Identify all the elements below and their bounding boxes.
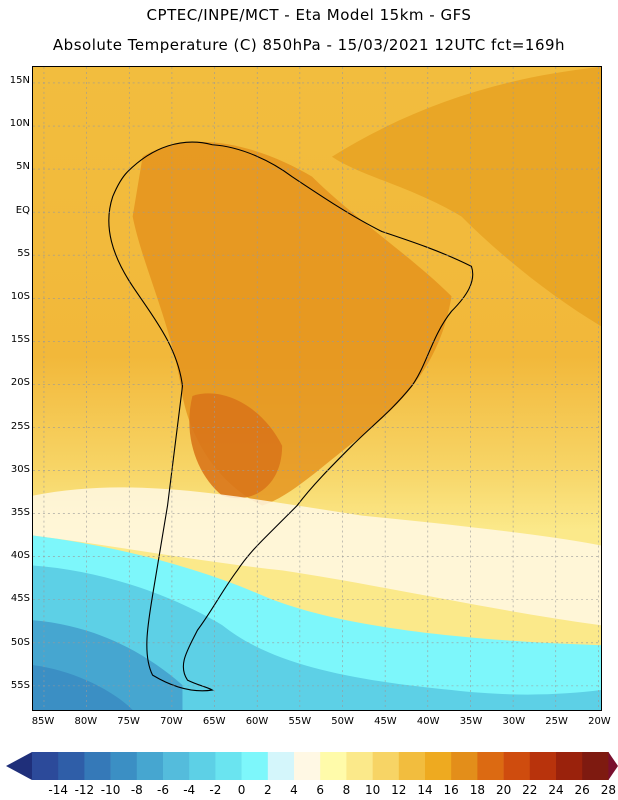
colorbar-swatch — [110, 752, 138, 780]
title-line-1: CPTEC/INPE/MCT - Eta Model 15km - GFS — [146, 6, 472, 24]
latitude-label: 35S — [10, 507, 30, 518]
colorbar-label: 4 — [290, 783, 298, 797]
colorbar-label: 12 — [391, 783, 407, 797]
latitude-label: 10S — [10, 291, 30, 302]
colorbar-swatch — [556, 752, 583, 780]
latitude-label: 5S — [17, 247, 30, 259]
longitude-label: 60W — [245, 716, 269, 727]
colorbar-swatch — [294, 752, 321, 780]
colorbar-label: -10 — [100, 783, 121, 797]
latitude-label: 50S — [10, 636, 30, 648]
colorbar-label: 2 — [263, 783, 272, 797]
colorbar-label: 26 — [574, 783, 590, 797]
colorbar-swatch — [477, 752, 504, 780]
colorbar-swatch — [425, 752, 452, 780]
longitude-label: 85W — [31, 716, 55, 727]
latitude-label: 40S — [10, 550, 30, 562]
colorbar-label: 20 — [495, 783, 512, 797]
longitude-label: 55W — [288, 716, 312, 727]
longitude-label: 80W — [74, 716, 98, 727]
colorbar-low-arrow — [6, 752, 32, 780]
colorbar-swatch — [372, 752, 400, 780]
colorbar-label: 28 — [600, 783, 617, 797]
colorbar-label: -2 — [209, 783, 222, 797]
longitude-label: 65W — [202, 716, 226, 727]
longitude-label: 45W — [374, 716, 397, 727]
latitude-label: 15S — [10, 334, 30, 346]
colorbar-label: -12 — [74, 783, 95, 797]
colorbar-label: 24 — [548, 783, 564, 797]
colorbar-swatch — [163, 752, 190, 780]
colorbar-label: -8 — [130, 783, 143, 797]
colorbar-label: 0 — [237, 783, 246, 797]
colorbar-swatch — [320, 752, 347, 780]
colorbar-swatch — [84, 752, 111, 780]
colder-band — [33, 665, 133, 710]
latitude-label: 5N — [16, 161, 30, 173]
latitude-label: 25S — [10, 420, 30, 432]
colorbar-swatch — [136, 752, 164, 780]
temperature-map — [32, 66, 602, 711]
graticule — [33, 67, 601, 710]
cool-pale-band — [33, 487, 601, 626]
latitude-label: 20S — [10, 377, 30, 389]
colorbar-swatch — [32, 752, 59, 780]
colorbar-swatch — [215, 752, 242, 780]
colorbar-label: 18 — [469, 783, 486, 797]
longitude-label: 30W — [502, 716, 526, 727]
latitude-label: EQ — [15, 204, 30, 216]
colorbar-swatch — [398, 752, 426, 780]
colorbar-swatch — [58, 752, 85, 780]
continent-outline — [108, 141, 474, 692]
colorbar-label: 8 — [342, 783, 351, 797]
longitude-label: 35W — [459, 716, 483, 727]
cool-band — [33, 565, 601, 710]
colorbar-label: 10 — [364, 783, 381, 797]
colorbar-high-arrow — [608, 752, 618, 780]
colorbar-swatch — [241, 752, 269, 780]
colorbar-label: -4 — [183, 783, 196, 797]
longitude-label: 70W — [160, 716, 183, 727]
colorbar-label: -14 — [48, 783, 68, 797]
colorbar-label: 14 — [417, 783, 433, 797]
chaco-hot-spot — [189, 393, 283, 499]
colorbar-swatch — [267, 752, 295, 780]
colorbar-label: 22 — [522, 783, 538, 797]
latitude-label: 55S — [10, 679, 30, 691]
colorbar — [6, 752, 618, 780]
longitude-label: 40W — [416, 716, 440, 727]
latitude-label: 10N — [9, 118, 30, 130]
colorbar-swatch — [582, 752, 609, 780]
longitude-label: 25W — [545, 716, 568, 727]
colorbar-swatch — [451, 752, 478, 780]
colorbar-swatch — [189, 752, 216, 780]
colorbar-swatch — [346, 752, 373, 780]
title-line-2: Absolute Temperature (C) 850hPa - 15/03/… — [52, 36, 566, 54]
latitude-label: 15N — [9, 75, 30, 86]
warm-atlantic-band — [331, 67, 601, 327]
colorbar-swatch — [529, 752, 557, 780]
latitude-label: 45S — [10, 593, 30, 605]
latitude-label: 30S — [10, 463, 30, 475]
colorbar-swatch — [503, 752, 531, 780]
longitude-label: 20W — [588, 716, 611, 727]
longitude-label: 50W — [331, 716, 354, 727]
colorbar-label: 16 — [443, 783, 459, 797]
colorbar-label: -6 — [157, 783, 169, 797]
colorbar-label: 6 — [316, 783, 324, 797]
longitude-label: 75W — [117, 716, 140, 727]
